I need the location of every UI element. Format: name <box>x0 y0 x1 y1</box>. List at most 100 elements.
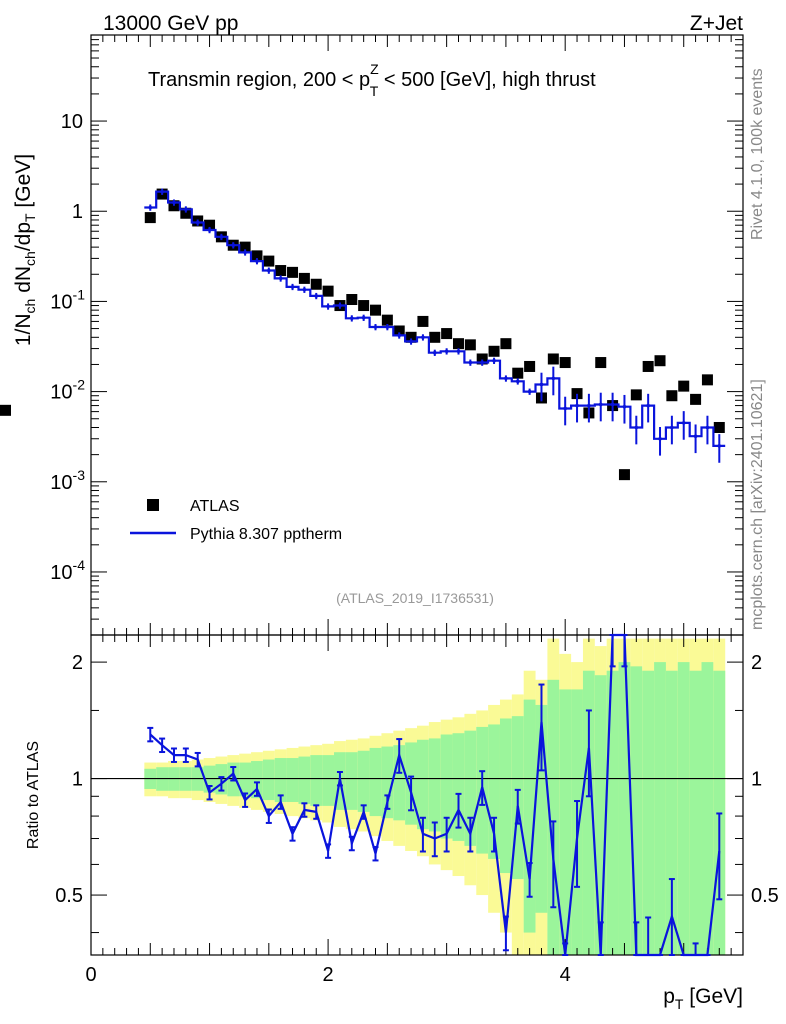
mc-point <box>338 303 342 308</box>
ratio-ylabel: Ratio to ATLAS <box>25 741 42 849</box>
band-inner <box>464 730 477 846</box>
mc-point <box>148 205 153 210</box>
data-point <box>275 265 287 277</box>
data-point <box>452 338 464 350</box>
data-point <box>701 374 713 386</box>
mc-point <box>563 406 567 411</box>
data-point <box>618 469 630 481</box>
band-inner <box>523 699 536 933</box>
mc-point <box>670 425 674 430</box>
legend-data-marker <box>147 499 159 511</box>
ratio-y-tick-label: 1 <box>72 769 83 791</box>
mc-point <box>195 220 200 225</box>
mc-point <box>267 268 271 273</box>
mc-point <box>373 325 378 329</box>
data-point <box>393 325 405 337</box>
band-inner <box>322 755 335 806</box>
data-point <box>512 367 524 379</box>
band-inner <box>298 756 311 804</box>
legend-mc-label: Pythia 8.307 pptherm <box>190 526 342 543</box>
band-inner <box>428 738 441 832</box>
ratio-y-tick-label-right: 2 <box>751 652 762 674</box>
data-point <box>642 360 654 372</box>
band-inner <box>677 662 690 955</box>
data-point <box>524 360 536 372</box>
data-point <box>144 212 156 224</box>
mc-point <box>480 360 485 365</box>
mc-point <box>456 349 461 354</box>
mc-point <box>610 402 615 407</box>
x-tick-label: 4 <box>560 964 571 986</box>
data-point <box>595 357 607 369</box>
band-inner <box>262 759 275 801</box>
band-inner <box>488 724 500 859</box>
main-ylabel: 1/Nch dNch/dpT [GeV] <box>12 154 38 346</box>
band-inner <box>499 718 512 874</box>
data-point <box>713 421 725 433</box>
mcplots-label: mcplots.cern.ch [arXiv:2401.10621] <box>749 379 766 630</box>
main-mc-line <box>144 188 726 463</box>
mc-point <box>160 189 164 194</box>
mc-histogram <box>144 190 726 447</box>
y-tick-label: 1 <box>72 201 83 223</box>
band-inner <box>452 733 465 841</box>
data-point <box>666 390 678 402</box>
energy-label: 13000 GeV pp <box>103 12 238 35</box>
data-point <box>298 272 310 284</box>
y-tick-label: 10-2 <box>50 377 85 404</box>
band-inner <box>594 675 607 955</box>
data-point <box>381 314 393 326</box>
data-point <box>559 357 571 369</box>
ratio-y-tick-label: 0.5 <box>55 885 83 907</box>
mc-point <box>290 285 295 289</box>
data-point <box>476 353 488 365</box>
band-inner <box>369 747 382 817</box>
mc-point <box>385 325 390 329</box>
data-point <box>547 353 559 365</box>
mc-point <box>658 436 662 441</box>
mc-point <box>432 350 437 355</box>
data-point <box>571 388 583 400</box>
band-inner <box>417 739 429 830</box>
mc-point <box>397 333 402 338</box>
mc-point <box>693 434 698 439</box>
y-tick-label: 10 <box>61 111 83 133</box>
data-point <box>0 404 11 416</box>
data-point <box>630 389 642 401</box>
ratio-mc-line <box>147 633 723 957</box>
y-tick-label: 10-4 <box>50 557 85 584</box>
band-inner <box>274 758 287 802</box>
band-inner <box>381 746 394 819</box>
mc-point <box>350 316 354 321</box>
band-inner <box>606 670 619 955</box>
x-tick-label: 2 <box>323 964 334 986</box>
data-point <box>417 315 429 327</box>
band-inner <box>689 670 702 955</box>
mc-point <box>219 235 224 239</box>
mc-point <box>421 335 425 340</box>
mc-point <box>231 243 236 248</box>
mc-point <box>207 228 212 232</box>
mc-point <box>587 403 591 408</box>
legend-data-label: ATLAS <box>190 498 240 515</box>
title-prefix: Transmin region, 200 < p <box>148 69 370 91</box>
band-inner <box>582 670 595 955</box>
data-point <box>346 294 358 306</box>
mc-point <box>302 287 307 292</box>
data-point <box>310 278 322 290</box>
data-point <box>464 339 476 351</box>
mc-point <box>444 349 449 354</box>
plot-title: Transmin region, 200 < pZ T < 500 [GeV], … <box>148 61 596 99</box>
mc-point <box>646 403 650 408</box>
band-inner <box>535 704 548 913</box>
y-tick-label: 10-3 <box>50 467 85 494</box>
mc-point <box>184 207 188 212</box>
mc-point <box>515 379 520 384</box>
data-point <box>441 328 453 340</box>
data-point <box>654 355 666 367</box>
data-point <box>287 266 299 278</box>
analysis-id: (ATLAS_2019_I1736531) <box>336 590 494 606</box>
mc-point <box>255 259 259 263</box>
ratio-frame <box>90 634 744 956</box>
band-inner <box>251 761 263 799</box>
